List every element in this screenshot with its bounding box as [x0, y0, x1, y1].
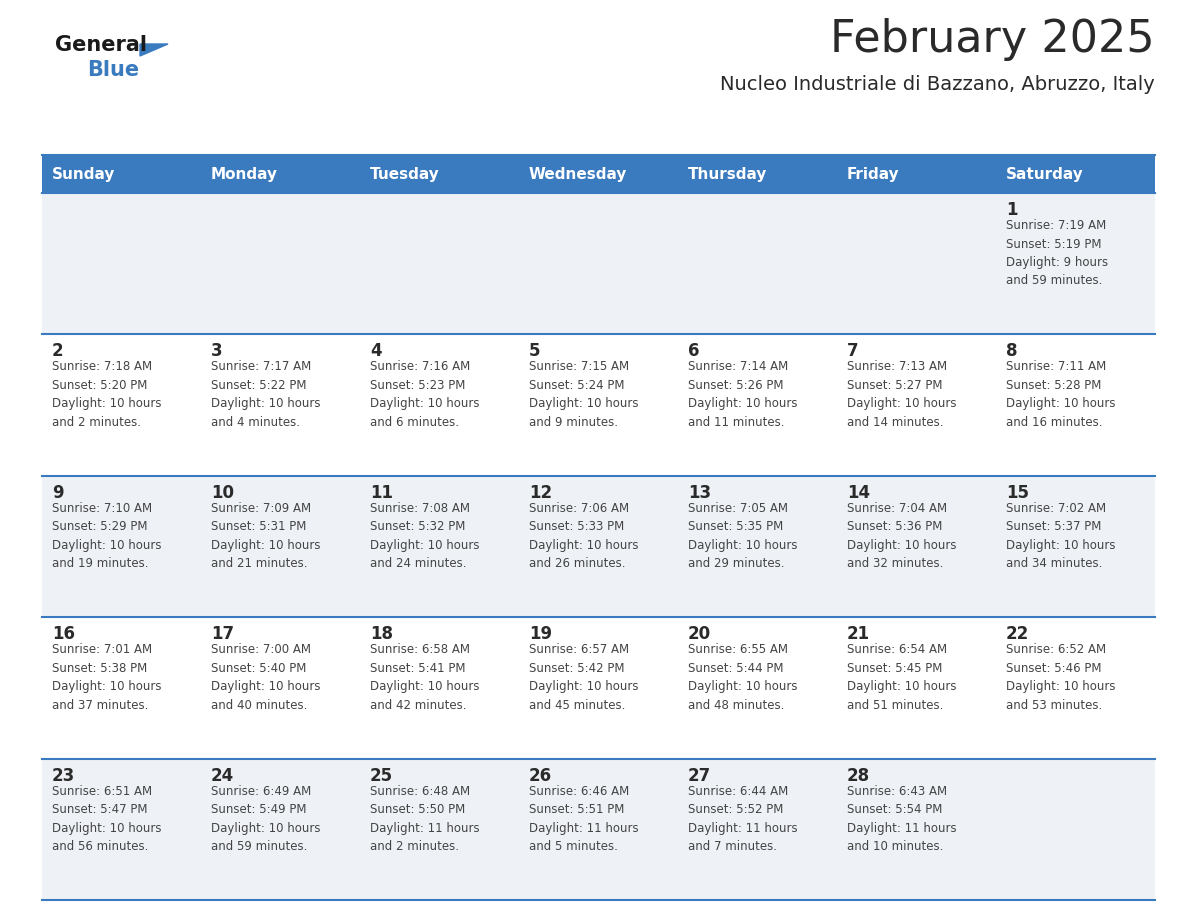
Bar: [42, 155, 1155, 193]
Text: Sunrise: 7:00 AM
Sunset: 5:40 PM
Daylight: 10 hours
and 40 minutes.: Sunrise: 7:00 AM Sunset: 5:40 PM Dayligh…: [211, 644, 321, 711]
Text: 8: 8: [1006, 342, 1017, 361]
Polygon shape: [140, 44, 168, 56]
Text: Sunrise: 7:06 AM
Sunset: 5:33 PM
Daylight: 10 hours
and 26 minutes.: Sunrise: 7:06 AM Sunset: 5:33 PM Dayligh…: [529, 502, 638, 570]
Text: Sunday: Sunday: [52, 166, 115, 182]
Text: Nucleo Industriale di Bazzano, Abruzzo, Italy: Nucleo Industriale di Bazzano, Abruzzo, …: [720, 75, 1155, 94]
Text: Blue: Blue: [87, 60, 139, 80]
Text: 14: 14: [847, 484, 870, 502]
Bar: [42, 193, 1155, 334]
Text: Sunrise: 7:08 AM
Sunset: 5:32 PM
Daylight: 10 hours
and 24 minutes.: Sunrise: 7:08 AM Sunset: 5:32 PM Dayligh…: [369, 502, 480, 570]
Text: Sunrise: 7:17 AM
Sunset: 5:22 PM
Daylight: 10 hours
and 4 minutes.: Sunrise: 7:17 AM Sunset: 5:22 PM Dayligh…: [211, 361, 321, 429]
Text: Wednesday: Wednesday: [529, 166, 627, 182]
Text: 18: 18: [369, 625, 393, 644]
Text: 10: 10: [211, 484, 234, 502]
Text: Sunrise: 6:54 AM
Sunset: 5:45 PM
Daylight: 10 hours
and 51 minutes.: Sunrise: 6:54 AM Sunset: 5:45 PM Dayligh…: [847, 644, 956, 711]
Bar: [42, 476, 1155, 617]
Text: Sunrise: 6:55 AM
Sunset: 5:44 PM
Daylight: 10 hours
and 48 minutes.: Sunrise: 6:55 AM Sunset: 5:44 PM Dayligh…: [688, 644, 797, 711]
Text: General: General: [55, 35, 147, 55]
Bar: [42, 617, 1155, 758]
Text: 7: 7: [847, 342, 859, 361]
Text: Sunrise: 6:48 AM
Sunset: 5:50 PM
Daylight: 11 hours
and 2 minutes.: Sunrise: 6:48 AM Sunset: 5:50 PM Dayligh…: [369, 785, 480, 853]
Bar: [42, 334, 1155, 476]
Text: 24: 24: [211, 767, 234, 785]
Text: 9: 9: [52, 484, 64, 502]
Text: Saturday: Saturday: [1006, 166, 1083, 182]
Text: Monday: Monday: [211, 166, 278, 182]
Text: Sunrise: 7:19 AM
Sunset: 5:19 PM
Daylight: 9 hours
and 59 minutes.: Sunrise: 7:19 AM Sunset: 5:19 PM Dayligh…: [1006, 219, 1108, 287]
Text: 6: 6: [688, 342, 700, 361]
Text: Sunrise: 6:49 AM
Sunset: 5:49 PM
Daylight: 10 hours
and 59 minutes.: Sunrise: 6:49 AM Sunset: 5:49 PM Dayligh…: [211, 785, 321, 853]
Text: 1: 1: [1006, 201, 1017, 219]
Text: Sunrise: 7:18 AM
Sunset: 5:20 PM
Daylight: 10 hours
and 2 minutes.: Sunrise: 7:18 AM Sunset: 5:20 PM Dayligh…: [52, 361, 162, 429]
Text: Thursday: Thursday: [688, 166, 767, 182]
Text: 16: 16: [52, 625, 75, 644]
Text: Sunrise: 7:13 AM
Sunset: 5:27 PM
Daylight: 10 hours
and 14 minutes.: Sunrise: 7:13 AM Sunset: 5:27 PM Dayligh…: [847, 361, 956, 429]
Text: Sunrise: 6:43 AM
Sunset: 5:54 PM
Daylight: 11 hours
and 10 minutes.: Sunrise: 6:43 AM Sunset: 5:54 PM Dayligh…: [847, 785, 956, 853]
Text: Sunrise: 7:05 AM
Sunset: 5:35 PM
Daylight: 10 hours
and 29 minutes.: Sunrise: 7:05 AM Sunset: 5:35 PM Dayligh…: [688, 502, 797, 570]
Text: 27: 27: [688, 767, 712, 785]
Bar: [42, 758, 1155, 900]
Text: 2: 2: [52, 342, 64, 361]
Text: 25: 25: [369, 767, 393, 785]
Text: Sunrise: 6:52 AM
Sunset: 5:46 PM
Daylight: 10 hours
and 53 minutes.: Sunrise: 6:52 AM Sunset: 5:46 PM Dayligh…: [1006, 644, 1116, 711]
Text: 23: 23: [52, 767, 75, 785]
Text: Sunrise: 6:58 AM
Sunset: 5:41 PM
Daylight: 10 hours
and 42 minutes.: Sunrise: 6:58 AM Sunset: 5:41 PM Dayligh…: [369, 644, 480, 711]
Text: Sunrise: 7:10 AM
Sunset: 5:29 PM
Daylight: 10 hours
and 19 minutes.: Sunrise: 7:10 AM Sunset: 5:29 PM Dayligh…: [52, 502, 162, 570]
Text: Sunrise: 7:01 AM
Sunset: 5:38 PM
Daylight: 10 hours
and 37 minutes.: Sunrise: 7:01 AM Sunset: 5:38 PM Dayligh…: [52, 644, 162, 711]
Text: Tuesday: Tuesday: [369, 166, 440, 182]
Text: Sunrise: 6:46 AM
Sunset: 5:51 PM
Daylight: 11 hours
and 5 minutes.: Sunrise: 6:46 AM Sunset: 5:51 PM Dayligh…: [529, 785, 639, 853]
Text: February 2025: February 2025: [830, 18, 1155, 61]
Text: 12: 12: [529, 484, 552, 502]
Text: Sunrise: 6:57 AM
Sunset: 5:42 PM
Daylight: 10 hours
and 45 minutes.: Sunrise: 6:57 AM Sunset: 5:42 PM Dayligh…: [529, 644, 638, 711]
Text: 11: 11: [369, 484, 393, 502]
Text: 28: 28: [847, 767, 870, 785]
Text: Sunrise: 6:44 AM
Sunset: 5:52 PM
Daylight: 11 hours
and 7 minutes.: Sunrise: 6:44 AM Sunset: 5:52 PM Dayligh…: [688, 785, 797, 853]
Text: 21: 21: [847, 625, 870, 644]
Text: 5: 5: [529, 342, 541, 361]
Text: 19: 19: [529, 625, 552, 644]
Text: 22: 22: [1006, 625, 1029, 644]
Text: 17: 17: [211, 625, 234, 644]
Text: 20: 20: [688, 625, 712, 644]
Text: 4: 4: [369, 342, 381, 361]
Text: 15: 15: [1006, 484, 1029, 502]
Text: Sunrise: 7:14 AM
Sunset: 5:26 PM
Daylight: 10 hours
and 11 minutes.: Sunrise: 7:14 AM Sunset: 5:26 PM Dayligh…: [688, 361, 797, 429]
Text: Sunrise: 6:51 AM
Sunset: 5:47 PM
Daylight: 10 hours
and 56 minutes.: Sunrise: 6:51 AM Sunset: 5:47 PM Dayligh…: [52, 785, 162, 853]
Text: Sunrise: 7:09 AM
Sunset: 5:31 PM
Daylight: 10 hours
and 21 minutes.: Sunrise: 7:09 AM Sunset: 5:31 PM Dayligh…: [211, 502, 321, 570]
Text: 26: 26: [529, 767, 552, 785]
Text: Sunrise: 7:04 AM
Sunset: 5:36 PM
Daylight: 10 hours
and 32 minutes.: Sunrise: 7:04 AM Sunset: 5:36 PM Dayligh…: [847, 502, 956, 570]
Text: 13: 13: [688, 484, 712, 502]
Text: Sunrise: 7:15 AM
Sunset: 5:24 PM
Daylight: 10 hours
and 9 minutes.: Sunrise: 7:15 AM Sunset: 5:24 PM Dayligh…: [529, 361, 638, 429]
Text: Friday: Friday: [847, 166, 899, 182]
Text: Sunrise: 7:02 AM
Sunset: 5:37 PM
Daylight: 10 hours
and 34 minutes.: Sunrise: 7:02 AM Sunset: 5:37 PM Dayligh…: [1006, 502, 1116, 570]
Text: 3: 3: [211, 342, 222, 361]
Text: Sunrise: 7:11 AM
Sunset: 5:28 PM
Daylight: 10 hours
and 16 minutes.: Sunrise: 7:11 AM Sunset: 5:28 PM Dayligh…: [1006, 361, 1116, 429]
Text: Sunrise: 7:16 AM
Sunset: 5:23 PM
Daylight: 10 hours
and 6 minutes.: Sunrise: 7:16 AM Sunset: 5:23 PM Dayligh…: [369, 361, 480, 429]
